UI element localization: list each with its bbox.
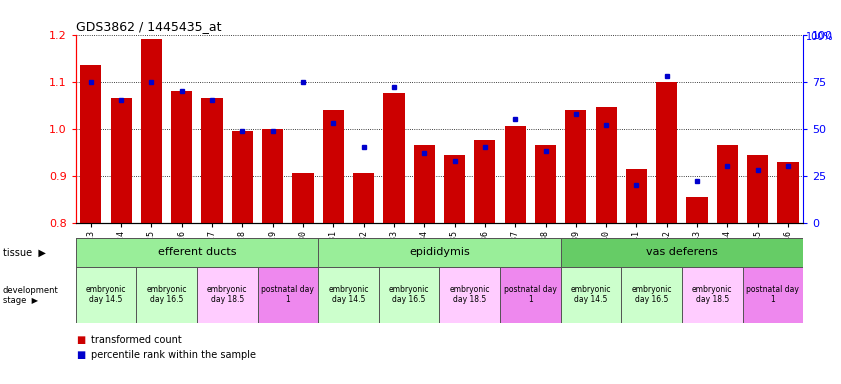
Bar [565,110,586,223]
Bar [626,169,647,223]
Text: embryonic
day 16.5: embryonic day 16.5 [632,285,672,305]
Text: efferent ducts: efferent ducts [157,247,236,258]
Bar [656,82,677,223]
Bar [383,93,405,223]
Text: development
stage  ▶: development stage ▶ [3,286,58,305]
Text: embryonic
day 18.5: embryonic day 18.5 [692,285,733,305]
Text: postnatal day
1: postnatal day 1 [747,285,799,305]
Text: epididymis: epididymis [409,247,470,258]
Bar [136,267,197,323]
Text: embryonic
day 18.5: embryonic day 18.5 [207,285,247,305]
Bar [318,238,561,267]
Bar [353,173,374,223]
Bar [561,267,621,323]
Bar [747,154,769,223]
Bar [318,267,378,323]
Text: vas deferens: vas deferens [646,247,717,258]
Text: embryonic
day 14.5: embryonic day 14.5 [86,285,126,305]
Bar [293,173,314,223]
Text: embryonic
day 16.5: embryonic day 16.5 [146,285,187,305]
Bar [323,110,344,223]
Bar [110,98,132,223]
Bar [414,145,435,223]
Bar [197,267,257,323]
Text: postnatal day
1: postnatal day 1 [504,285,557,305]
Bar [257,267,318,323]
Bar [500,267,561,323]
Text: embryonic
day 14.5: embryonic day 14.5 [328,285,368,305]
Bar [378,267,439,323]
Bar [140,39,162,223]
Bar [561,238,803,267]
Bar [76,238,318,267]
Bar [262,129,283,223]
Text: 100%: 100% [806,32,833,42]
Bar [743,267,803,323]
Bar [202,98,223,223]
Bar [505,126,526,223]
Bar [76,267,136,323]
Text: percentile rank within the sample: percentile rank within the sample [91,350,256,360]
Text: postnatal day
1: postnatal day 1 [262,285,315,305]
Text: ■: ■ [76,335,85,345]
Text: tissue  ▶: tissue ▶ [3,247,45,257]
Bar [444,154,465,223]
Bar [80,65,102,223]
Bar [535,145,556,223]
Text: embryonic
day 18.5: embryonic day 18.5 [449,285,490,305]
Bar [777,162,799,223]
Bar [682,267,743,323]
Bar [439,267,500,323]
Bar [172,91,193,223]
Text: embryonic
day 14.5: embryonic day 14.5 [571,285,611,305]
Text: transformed count: transformed count [91,335,182,345]
Text: embryonic
day 16.5: embryonic day 16.5 [389,285,430,305]
Text: ■: ■ [76,350,85,360]
Bar [474,141,495,223]
Text: GDS3862 / 1445435_at: GDS3862 / 1445435_at [76,20,221,33]
Bar [232,131,253,223]
Bar [595,108,616,223]
Bar [686,197,707,223]
Bar [621,267,682,323]
Bar [717,145,738,223]
